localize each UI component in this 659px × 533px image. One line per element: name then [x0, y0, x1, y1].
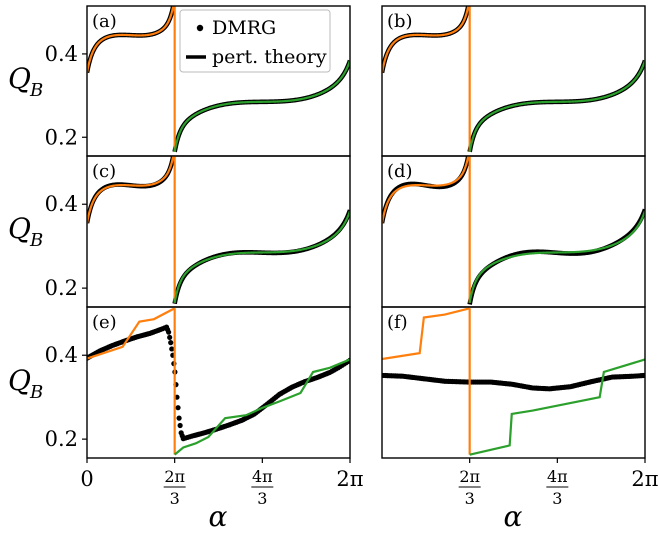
legend-pert-label: pert. theory [212, 46, 327, 68]
y-axis-title-q: Q [8, 212, 31, 245]
legend-box [179, 9, 331, 73]
plot-area-a [87, 6, 350, 153]
panel-b: (b) [381, 5, 646, 157]
legend-dmrg-marker [196, 24, 204, 32]
panel-label-e: (e) [92, 312, 117, 333]
orange-series-e [87, 307, 176, 360]
x-tick-label-num-e: 2π [164, 467, 185, 486]
x-tick-label-num-e: 4π [252, 467, 273, 486]
orange-series-f [382, 307, 470, 361]
y-tick-label-e: 0.2 [45, 427, 78, 451]
panel-label-c: (c) [92, 161, 116, 182]
dmrg-point-e [166, 329, 172, 335]
dmrg-point-e [176, 415, 182, 421]
y-tick-label-e: 0.4 [45, 343, 78, 367]
y-axis-title-row-3: Q B [8, 364, 43, 403]
x-axis-title-right: α [504, 500, 523, 533]
green-series-a [173, 60, 350, 153]
dmrg-point-e [168, 340, 174, 346]
green-series-d [468, 210, 645, 304]
plot-area-c [87, 156, 350, 305]
green-series-e [173, 358, 350, 456]
x-tick-label-den-e: 3 [170, 489, 180, 508]
panel-f: (f) 2π 3 4π 3 2π [381, 306, 659, 508]
panel-frame-c [86, 155, 351, 308]
x-tick-label-e: 0 [80, 467, 93, 491]
panel-a: (a) 0.4 0.2 [45, 5, 351, 157]
x-tick-label-num-f: 2π [459, 467, 480, 486]
dmrg-series-a-right [172, 59, 350, 153]
orange-series-b [382, 6, 470, 73]
dmrg-series-c-right [172, 209, 350, 305]
plot-area-d [382, 156, 645, 305]
legend: DMRG pert. theory [179, 9, 331, 73]
green-series-b [468, 60, 645, 153]
y-tick-label-c: 0.4 [45, 192, 78, 216]
dmrg-point-e [177, 422, 183, 429]
y-axis-title-q: Q [8, 62, 31, 95]
plot-area-e [87, 307, 350, 456]
panel-frame-f [381, 306, 646, 459]
orange-series-d [382, 156, 470, 224]
x-tick-label-den-e: 3 [257, 489, 267, 508]
panel-frame-d [381, 155, 646, 308]
y-axis-title-sub: B [29, 382, 43, 403]
x-axis-title-left: α [209, 500, 228, 533]
green-series-c [173, 210, 350, 304]
y-tick-label-c: 0.2 [45, 276, 78, 300]
x-tick-label-den-f: 3 [552, 489, 562, 508]
panel-label-b: (b) [387, 11, 413, 32]
panel-frame-b [381, 5, 646, 157]
dmrg-series-b-right [467, 59, 645, 153]
panel-c: (c) 0.4 0.2 [45, 155, 351, 308]
orange-series-a [87, 6, 175, 73]
panel-label-f: (f) [387, 312, 408, 333]
panels-group: (a)0.40.2(b)(c)0.40.2(d)(e)0.40.20 2π34π3… [45, 5, 659, 508]
orange-series-c [87, 156, 175, 224]
x-tick-label-den-f: 3 [465, 489, 475, 508]
y-axis-title-row-2: Q B [8, 212, 43, 251]
panel-frame-e [86, 306, 351, 459]
y-tick-label-a: 0.4 [45, 42, 78, 66]
green-series-f [469, 358, 645, 456]
x-tick-label-e: 2π [336, 467, 363, 491]
panel-d: (d) [381, 155, 646, 308]
dmrg-point-e [175, 405, 181, 411]
x-tick-label-num-f: 4π [547, 467, 568, 486]
y-axis-title-sub: B [29, 230, 43, 251]
y-axis-title-row-1: Q B [8, 62, 43, 101]
legend-dmrg-label: DMRG [212, 17, 276, 39]
y-tick-label-a: 0.2 [45, 125, 78, 149]
dmrg-point-e [169, 346, 175, 352]
plot-area-f [382, 307, 645, 456]
y-axis-title-sub: B [29, 80, 43, 101]
plot-area-b [382, 6, 645, 153]
y-axis-title-q: Q [8, 364, 31, 397]
x-tick-label-f: 2π [631, 467, 658, 491]
dmrg-point-e [167, 334, 173, 341]
panel-label-d: (d) [387, 161, 413, 182]
panel-e: (e) 0.4 0.20 2π 3 4π 3 2π [45, 306, 364, 508]
panel-label-a: (a) [92, 11, 117, 32]
dmrg-series-d-right [467, 208, 645, 305]
